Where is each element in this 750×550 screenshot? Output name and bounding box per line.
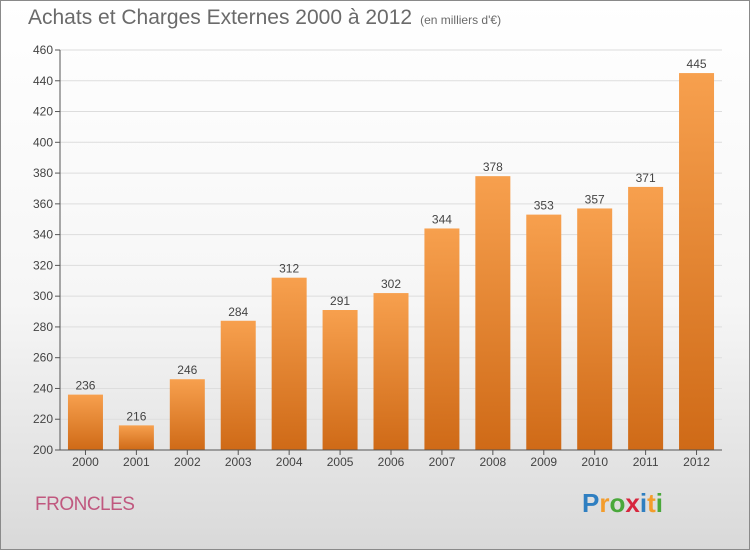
bar bbox=[169, 379, 205, 450]
y-tick-label: 320 bbox=[33, 258, 53, 272]
y-tick-label: 440 bbox=[33, 74, 53, 88]
y-tick-label: 360 bbox=[33, 197, 53, 211]
data-label: 353 bbox=[534, 199, 554, 213]
data-label: 445 bbox=[687, 57, 707, 71]
bar bbox=[220, 320, 256, 450]
bar bbox=[271, 277, 307, 450]
x-tick-label: 2002 bbox=[174, 455, 201, 469]
x-tick-label: 2010 bbox=[581, 455, 608, 469]
y-tick-label: 380 bbox=[33, 166, 53, 180]
data-label: 371 bbox=[636, 171, 656, 185]
y-tick-label: 460 bbox=[33, 43, 53, 57]
data-label: 302 bbox=[381, 277, 401, 291]
y-tick-label: 300 bbox=[33, 289, 53, 303]
x-tick-label: 2007 bbox=[429, 455, 456, 469]
y-tick-label: 400 bbox=[33, 135, 53, 149]
data-label: 246 bbox=[177, 363, 197, 377]
logo-letter: t bbox=[647, 488, 656, 518]
chart-title-text: Achats et Charges Externes 2000 à 2012 bbox=[28, 6, 413, 29]
proxiti-logo[interactable]: Proxiti bbox=[582, 488, 663, 519]
bar bbox=[628, 186, 664, 450]
data-label: 236 bbox=[75, 379, 95, 393]
axes bbox=[55, 49, 722, 455]
chart-title: Achats et Charges Externes 2000 à 2012 (e… bbox=[28, 6, 501, 30]
x-tick-label: 2005 bbox=[327, 455, 354, 469]
x-tick-label: 2011 bbox=[633, 455, 659, 469]
bar bbox=[526, 214, 562, 450]
bar bbox=[577, 208, 613, 450]
commune-name: FRONCLES bbox=[35, 494, 135, 515]
x-tick-label: 2006 bbox=[378, 455, 405, 469]
data-label: 378 bbox=[483, 160, 503, 174]
bars bbox=[67, 73, 715, 451]
y-tick-label: 240 bbox=[33, 381, 53, 395]
logo-letter: r bbox=[599, 488, 610, 518]
data-label: 344 bbox=[432, 212, 452, 226]
x-tick-label: 2004 bbox=[276, 455, 303, 469]
bar bbox=[322, 310, 358, 450]
bar bbox=[475, 176, 511, 450]
logo-letter: o bbox=[609, 488, 626, 518]
logo-letter: i bbox=[655, 488, 663, 518]
bar bbox=[424, 228, 460, 450]
y-tick-label: 340 bbox=[33, 228, 53, 242]
y-tick-label: 220 bbox=[33, 412, 53, 426]
labels: 200 220 240 260 280 300 320 340 360 380 400 420 440 4… bbox=[33, 43, 710, 469]
y-tick-label: 280 bbox=[33, 320, 53, 334]
logo-letter: i bbox=[639, 488, 648, 518]
bar bbox=[679, 73, 715, 451]
data-label: 284 bbox=[228, 305, 248, 319]
chart-subtitle: (en milliers d'€) bbox=[420, 13, 502, 27]
bar bbox=[67, 394, 103, 450]
x-tick-label: 2009 bbox=[530, 455, 557, 469]
bar bbox=[373, 293, 409, 450]
y-tick-label: 260 bbox=[33, 351, 53, 365]
x-tick-label: 2003 bbox=[225, 455, 252, 469]
x-tick-label: 2000 bbox=[72, 455, 99, 469]
data-label: 291 bbox=[330, 294, 350, 308]
data-label: 357 bbox=[585, 192, 605, 206]
data-label: 216 bbox=[126, 409, 146, 423]
logo-letter: x bbox=[625, 488, 640, 518]
y-tick-label: 200 bbox=[33, 443, 53, 457]
logo-letter: P bbox=[582, 488, 600, 518]
x-tick-label: 2001 bbox=[123, 455, 150, 469]
data-label: 312 bbox=[279, 262, 299, 276]
x-tick-label: 2008 bbox=[479, 455, 506, 469]
x-tick-label: 2012 bbox=[683, 455, 710, 469]
bar bbox=[118, 425, 154, 450]
y-tick-label: 420 bbox=[33, 105, 53, 119]
